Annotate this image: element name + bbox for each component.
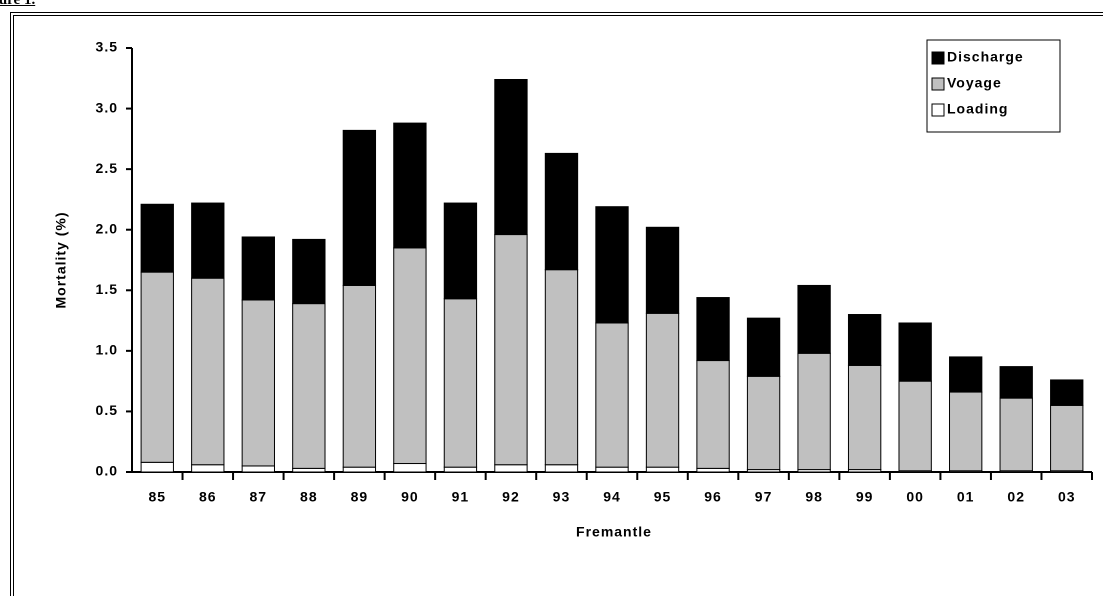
bar-segment <box>494 234 528 466</box>
y-axis-label: Mortality (%) <box>53 212 69 309</box>
x-tick-label: 88 <box>300 489 318 505</box>
bar-segment <box>544 464 579 473</box>
x-tick-label: 97 <box>755 489 773 505</box>
bar-segment <box>595 206 629 324</box>
x-tick-label: 00 <box>906 489 924 505</box>
bar-segment <box>342 284 377 468</box>
x-tick-label: 03 <box>1058 489 1076 505</box>
bar-segment <box>544 269 579 466</box>
bar-segment <box>746 317 781 377</box>
bar-segment <box>847 364 882 471</box>
bar-segment <box>1050 379 1084 406</box>
bar-segment <box>494 464 528 473</box>
x-tick-label: 85 <box>148 489 166 505</box>
x-tick-label: 99 <box>856 489 874 505</box>
x-axis-label: Fremantle <box>576 524 652 540</box>
y-tick-label: 3.5 <box>96 39 118 55</box>
bar-segment <box>595 466 629 473</box>
legend-label: Discharge <box>947 49 1024 65</box>
bar-segment <box>342 129 377 286</box>
bar-segment <box>898 322 932 382</box>
bar-segment <box>797 352 831 471</box>
bar-segment <box>999 397 1033 472</box>
x-tick-label: 98 <box>805 489 823 505</box>
bar-segment <box>999 366 1033 399</box>
y-tick-label: 2.5 <box>96 160 118 176</box>
legend-label: Loading <box>947 101 1008 117</box>
bar-segment <box>443 298 478 468</box>
x-tick-label: 95 <box>654 489 672 505</box>
x-tick-label: 96 <box>704 489 722 505</box>
bar-segment <box>898 380 932 472</box>
bar-segment <box>696 467 730 473</box>
bar-segment <box>544 152 579 271</box>
bar-segment <box>191 277 225 466</box>
bar-segment <box>696 297 730 362</box>
bar-segment <box>241 465 275 473</box>
frame <box>10 12 1103 596</box>
bar-segment <box>746 375 781 471</box>
legend-swatch <box>931 77 945 91</box>
bar-segment <box>949 391 983 472</box>
y-tick-label: 0.5 <box>96 402 118 418</box>
legend-swatch <box>931 103 945 117</box>
x-tick-label: 87 <box>250 489 268 505</box>
y-tick-label: 1.0 <box>96 342 118 358</box>
bar-segment <box>191 464 225 473</box>
chart: Mortality (%) Fremantle 0.0 0.5 1.0 1.5 2.0 2… <box>53 39 1093 540</box>
bar-segment <box>494 78 528 236</box>
bar-segment <box>393 247 427 465</box>
bar-segment <box>292 467 326 473</box>
x-tick-label: 89 <box>351 489 369 505</box>
bar-segment <box>443 202 478 300</box>
x-tick-label: 86 <box>199 489 217 505</box>
bar-segment <box>241 299 275 467</box>
bar-segment <box>696 360 730 469</box>
bar-segment <box>140 203 174 273</box>
bar-segment <box>140 271 174 463</box>
legend-label: Voyage <box>947 75 1002 91</box>
bar-segment <box>292 303 326 469</box>
bar-segment <box>645 466 680 473</box>
x-tick-label: 91 <box>452 489 470 505</box>
bar-segment <box>241 236 275 301</box>
y-tick-label: 3.0 <box>96 99 118 115</box>
bar-segment <box>292 238 326 305</box>
bar-segment <box>393 463 427 473</box>
bar-segment <box>1050 404 1084 472</box>
bar-segment <box>949 356 983 393</box>
y-tick-label: 1.5 <box>96 281 118 297</box>
x-tick-label: 94 <box>603 489 621 505</box>
bar-segment <box>140 461 174 473</box>
bar-segment <box>393 122 427 249</box>
bar-segment <box>797 284 831 354</box>
bar-segment <box>645 226 680 314</box>
bar-segment <box>342 466 377 473</box>
x-tick-label: 92 <box>502 489 520 505</box>
bar-segment <box>595 322 629 468</box>
legend-swatch <box>931 51 945 65</box>
y-tick-label: 0.0 <box>96 463 118 479</box>
bar-segment <box>847 314 882 366</box>
bar-segment <box>645 312 680 468</box>
bar-segment <box>191 202 225 279</box>
figure-caption: Figure 1. <box>0 0 36 8</box>
legend-box <box>926 39 1061 133</box>
x-tick-label: 01 <box>957 489 975 505</box>
x-tick-label: 02 <box>1007 489 1025 505</box>
bar-segment <box>443 466 478 473</box>
x-tick-label: 93 <box>553 489 571 505</box>
y-tick-label: 2.0 <box>96 220 118 236</box>
x-tick-label: 90 <box>401 489 419 505</box>
